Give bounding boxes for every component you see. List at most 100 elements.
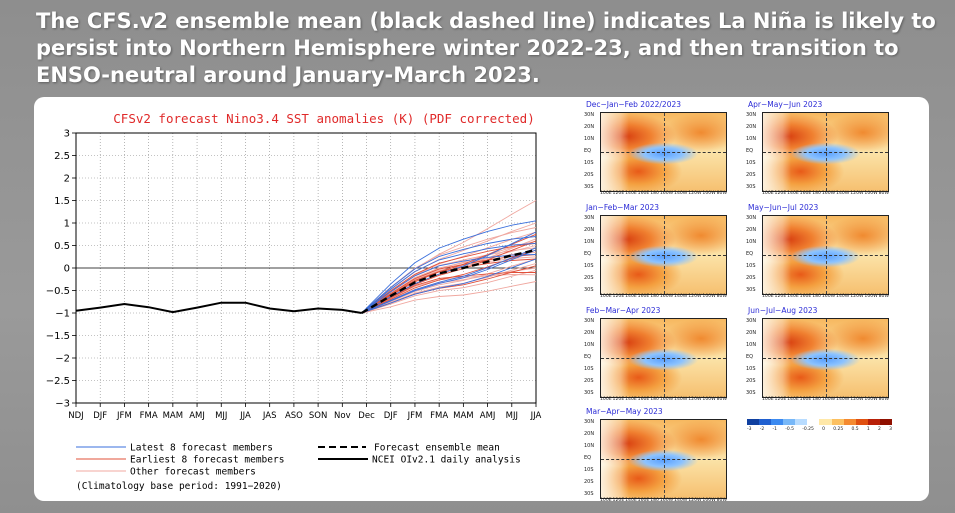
map-lon-label: 140E [625,191,637,196]
map-lat-label: 20N [584,330,595,336]
map-lat-label: 20S [584,479,594,485]
x-tick-label: DJF [384,411,398,421]
map-lat-label: EQ [584,148,592,154]
x-tick-label: ASO [285,411,303,421]
map-lon-label: 100W [702,191,716,196]
map-lon-label: 80W [716,191,727,196]
map-lat-label: EQ [746,148,754,154]
x-tick-label: AMJ [480,411,496,421]
map-lat-label: 20S [746,275,756,281]
other-member-line [361,281,537,314]
map-lon-label: 120E [774,397,787,402]
map-lat-label: 10N [746,136,757,142]
colorbar-swatch [867,419,880,425]
map-lat-labels: 30N 20N 10N EQ 10S 20S 30S [584,419,600,497]
y-tick-label: −0.5 [46,286,70,297]
map-lat-label: 30N [584,419,595,425]
sst-map-panel: Jan−Feb−Mar 2023 30N 20N 10N EQ 10S 20S 30S 100E… [584,203,729,299]
map-lon-label: 80W [878,294,889,299]
map-lat-labels: 30N 20N 10N EQ 10S 20S 30S [584,318,600,396]
map-lat-label: 10N [584,342,595,348]
map-lon-label: 160E [637,498,650,503]
map-lon-label: 140E [787,191,799,196]
map-lon-label: 100E [762,397,774,402]
map-lon-labels: 100E 120E 140E 160E 180 160W 140W 120W 100W 80W [600,294,727,299]
x-tick-label: SON [309,411,327,421]
x-tick-label: MAM [453,411,473,421]
x-tick-label: MJJ [215,411,227,421]
map-lon-label: 140W [674,294,688,299]
map-lat-label: 30S [584,184,594,190]
x-tick-label: NDJ [68,411,83,421]
map-lat-labels: 30N 20N 10N EQ 10S 20S 30S [584,112,600,190]
map-lon-label: 140W [836,191,850,196]
map-lon-label: 120E [774,191,787,196]
map-lon-label: 80W [716,397,727,402]
map-lon-labels: 100E 120E 140E 160E 180 160W 140W 120W 100W 80W [600,397,727,402]
colorbar-swatch [783,419,796,425]
sst-map-panel: Feb−Mar−Apr 2023 30N 20N 10N EQ 10S 20S 30S 100E… [584,306,729,402]
colorbar-label: 0 [822,427,825,432]
x-tick-label: Dec [358,411,375,421]
map-lon-label: 80W [878,191,889,196]
y-tick-label: −2.5 [46,376,70,387]
latest-member-line [361,249,537,314]
colorbar-label: 2 [878,427,881,432]
map-lat-label: 30N [584,112,595,118]
map-lat-label: 10N [584,239,595,245]
sst-anomaly-field [762,215,889,295]
map-lat-label: 30S [746,390,756,396]
sst-anomaly-field [762,112,889,192]
other-member-line [361,269,537,314]
x-tick-label: JAS [262,411,277,421]
earliest-member-line [361,272,536,314]
map-lon-label: 120W [688,498,702,503]
map-lon-label: 120E [774,294,787,299]
x-tick-label: DJF [93,411,107,421]
latest-member-line [361,236,537,314]
map-lon-label: 100W [864,397,878,402]
map-lon-label: 140W [836,294,850,299]
map-lat-label: 10N [746,239,757,245]
dateline [663,216,665,294]
map-lat-label: 10S [746,366,756,372]
y-tick-label: 3 [64,129,70,140]
map-lon-label: 120E [612,397,625,402]
map-lon-label: 180 [650,498,659,503]
dateline [663,113,665,191]
y-tick-label: 2 [64,174,70,185]
dateline [663,319,665,397]
map-lon-labels: 100E 120E 140E 160E 180 160W 140W 120W 100W 80W [762,294,889,299]
y-tick-label: −3 [55,399,70,410]
map-lon-label: 140E [625,498,637,503]
map-lat-label: EQ [746,354,754,360]
map-lon-label: 140W [674,397,688,402]
x-tick-label: AMJ [189,411,205,421]
y-tick-label: 0.5 [54,241,70,252]
map-lat-label: 10S [746,160,756,166]
y-tick-label: −1 [55,309,70,320]
map-lon-labels: 100E 120E 140E 160E 180 160W 140W 120W 100W 80W [762,397,889,402]
y-tick-label: 1 [64,219,70,230]
map-lat-label: EQ [746,251,754,257]
map-lat-label: EQ [584,354,592,360]
colorbar-label: 0.5 [851,427,859,432]
sst-anomaly-field [600,419,727,499]
colorbar-label: -2 [759,427,765,432]
map-lat-label: 30N [746,318,757,324]
sst-map-title: Dec−Jan−Feb 2022/2023 [586,100,682,109]
map-lat-label: 20N [584,124,595,130]
map-lon-label: 140E [787,294,799,299]
colorbar-label: 1 [866,427,870,432]
y-tick-label: 0 [64,264,70,275]
map-lon-label: 120E [612,294,625,299]
map-lon-label: 160E [799,191,812,196]
map-lat-label: 20S [746,378,756,384]
dateline [663,420,665,498]
x-tick-label: JJA [239,411,251,421]
sst-map-title: Jan−Feb−Mar 2023 [586,203,660,212]
map-lat-label: 20S [584,275,594,281]
map-lat-label: 10S [584,263,594,269]
map-lat-label: 30S [746,184,756,190]
map-lon-label: 160E [637,294,650,299]
